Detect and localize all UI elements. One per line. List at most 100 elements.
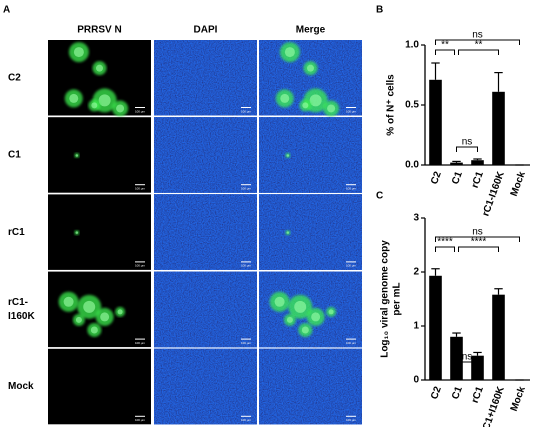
- panel-label: C: [376, 191, 383, 202]
- y-tick-label: 3: [413, 213, 419, 224]
- fluorescence: [100, 312, 110, 322]
- x-tick-label: Mock: [509, 385, 528, 413]
- row-label: I160K: [8, 311, 35, 322]
- bar: [450, 162, 463, 165]
- fluorescence: [75, 231, 79, 234]
- fluorescence: [286, 154, 290, 157]
- scale-bar-label: 100 μm: [346, 341, 357, 345]
- scale-bar-label: 100 μm: [135, 109, 146, 113]
- micrograph: [48, 194, 151, 270]
- x-tick-label: rC1: [470, 385, 486, 405]
- x-tick-label: C1: [450, 385, 465, 401]
- fluorescence: [280, 93, 290, 103]
- significance-label: ****: [437, 237, 453, 248]
- scale-bar-label: 100 μm: [346, 418, 357, 422]
- significance-bracket: [435, 49, 455, 55]
- fluorescence: [286, 231, 290, 234]
- column-header: DAPI: [194, 25, 218, 36]
- significance-label: ns: [462, 137, 473, 148]
- significance-bracket: [435, 39, 520, 45]
- fluorescence: [83, 300, 96, 313]
- bar: [492, 294, 505, 380]
- fluorescence: [286, 316, 293, 323]
- significance-bracket: [456, 146, 478, 152]
- significance-bracket: [458, 246, 499, 252]
- fluorescence: [302, 102, 309, 109]
- scale-bar-label: 100 μm: [135, 341, 146, 345]
- x-tick-label: rC1: [470, 170, 486, 190]
- fluorescence: [75, 316, 82, 323]
- fluorescence: [327, 104, 336, 113]
- row-label: rC1-: [8, 297, 28, 308]
- dapi-texture: [154, 117, 257, 193]
- scale-bar-label: 100 μm: [346, 186, 357, 190]
- y-tick-label: 0.0: [405, 160, 419, 171]
- dapi-texture: [259, 194, 362, 270]
- fluorescence: [69, 93, 79, 103]
- y-tick-label: 0: [413, 375, 419, 386]
- scale-bar-label: 100 μm: [241, 186, 252, 190]
- row-label: C2: [8, 72, 21, 83]
- bar: [429, 79, 442, 165]
- dapi-texture: [154, 40, 257, 116]
- significance-label: ns: [472, 227, 483, 238]
- scale-bar-label: 100 μm: [135, 186, 146, 190]
- significance-label: **: [441, 40, 449, 51]
- y-tick-label: 2: [413, 267, 419, 278]
- bar: [429, 275, 442, 380]
- dapi-texture: [259, 348, 362, 425]
- dapi-texture: [154, 271, 257, 348]
- fluorescence: [301, 326, 309, 334]
- x-tick-label: C1: [450, 170, 465, 186]
- significance-label: ****: [471, 237, 487, 248]
- bar: [450, 336, 463, 380]
- bar: [492, 91, 505, 165]
- dapi-texture: [259, 117, 362, 193]
- y-tick-label: 1: [413, 321, 419, 332]
- fluorescence: [117, 309, 123, 315]
- fluorescence: [311, 312, 321, 322]
- scale-bar-label: 100 μm: [241, 109, 252, 113]
- fluorescence: [75, 154, 79, 157]
- y-tick-label: 1.0: [405, 40, 419, 51]
- panel-label: A: [3, 5, 10, 16]
- scale-bar-label: 100 μm: [241, 264, 252, 268]
- row-label: C1: [8, 150, 21, 161]
- fluorescence: [63, 296, 74, 307]
- significance-bracket: [435, 236, 520, 242]
- fluorescence: [307, 64, 314, 72]
- micrograph: [48, 348, 151, 425]
- fluorescence: [284, 47, 295, 58]
- bar: [471, 355, 484, 380]
- fluorescence: [96, 64, 103, 72]
- scale-bar-label: 100 μm: [346, 109, 357, 113]
- dapi-texture: [154, 348, 257, 425]
- significance-bracket: [456, 361, 478, 367]
- x-tick-label: Mock: [509, 170, 528, 198]
- fluorescence: [98, 94, 111, 107]
- row-label: Mock: [8, 381, 34, 392]
- scale-bar-label: 100 μm: [135, 264, 146, 268]
- scale-bar-label: 100 μm: [241, 341, 252, 345]
- column-header: Merge: [296, 25, 326, 36]
- y-tick-label: 0.5: [405, 100, 419, 111]
- scale-bar-label: 100 μm: [241, 418, 252, 422]
- significance-bracket: [458, 49, 499, 55]
- significance-label: ns: [472, 30, 483, 41]
- x-tick-label: C2: [429, 385, 444, 401]
- y-axis-label: % of N⁺ cells: [386, 74, 397, 136]
- dapi-texture: [154, 194, 257, 270]
- y-axis-label: Log₁₀ viral genome copy: [380, 240, 391, 358]
- fluorescence: [90, 326, 98, 334]
- scale-bar-label: 100 μm: [346, 264, 357, 268]
- micrograph: [48, 117, 151, 193]
- significance-bracket: [435, 246, 455, 252]
- scale-bar-label: 100 μm: [135, 418, 146, 422]
- panel-label: B: [376, 5, 383, 16]
- fluorescence: [73, 47, 84, 58]
- fluorescence: [328, 309, 334, 315]
- y-axis-label: per mL: [392, 282, 403, 315]
- bar: [471, 160, 484, 165]
- fluorescence: [274, 296, 285, 307]
- fluorescence: [116, 104, 125, 113]
